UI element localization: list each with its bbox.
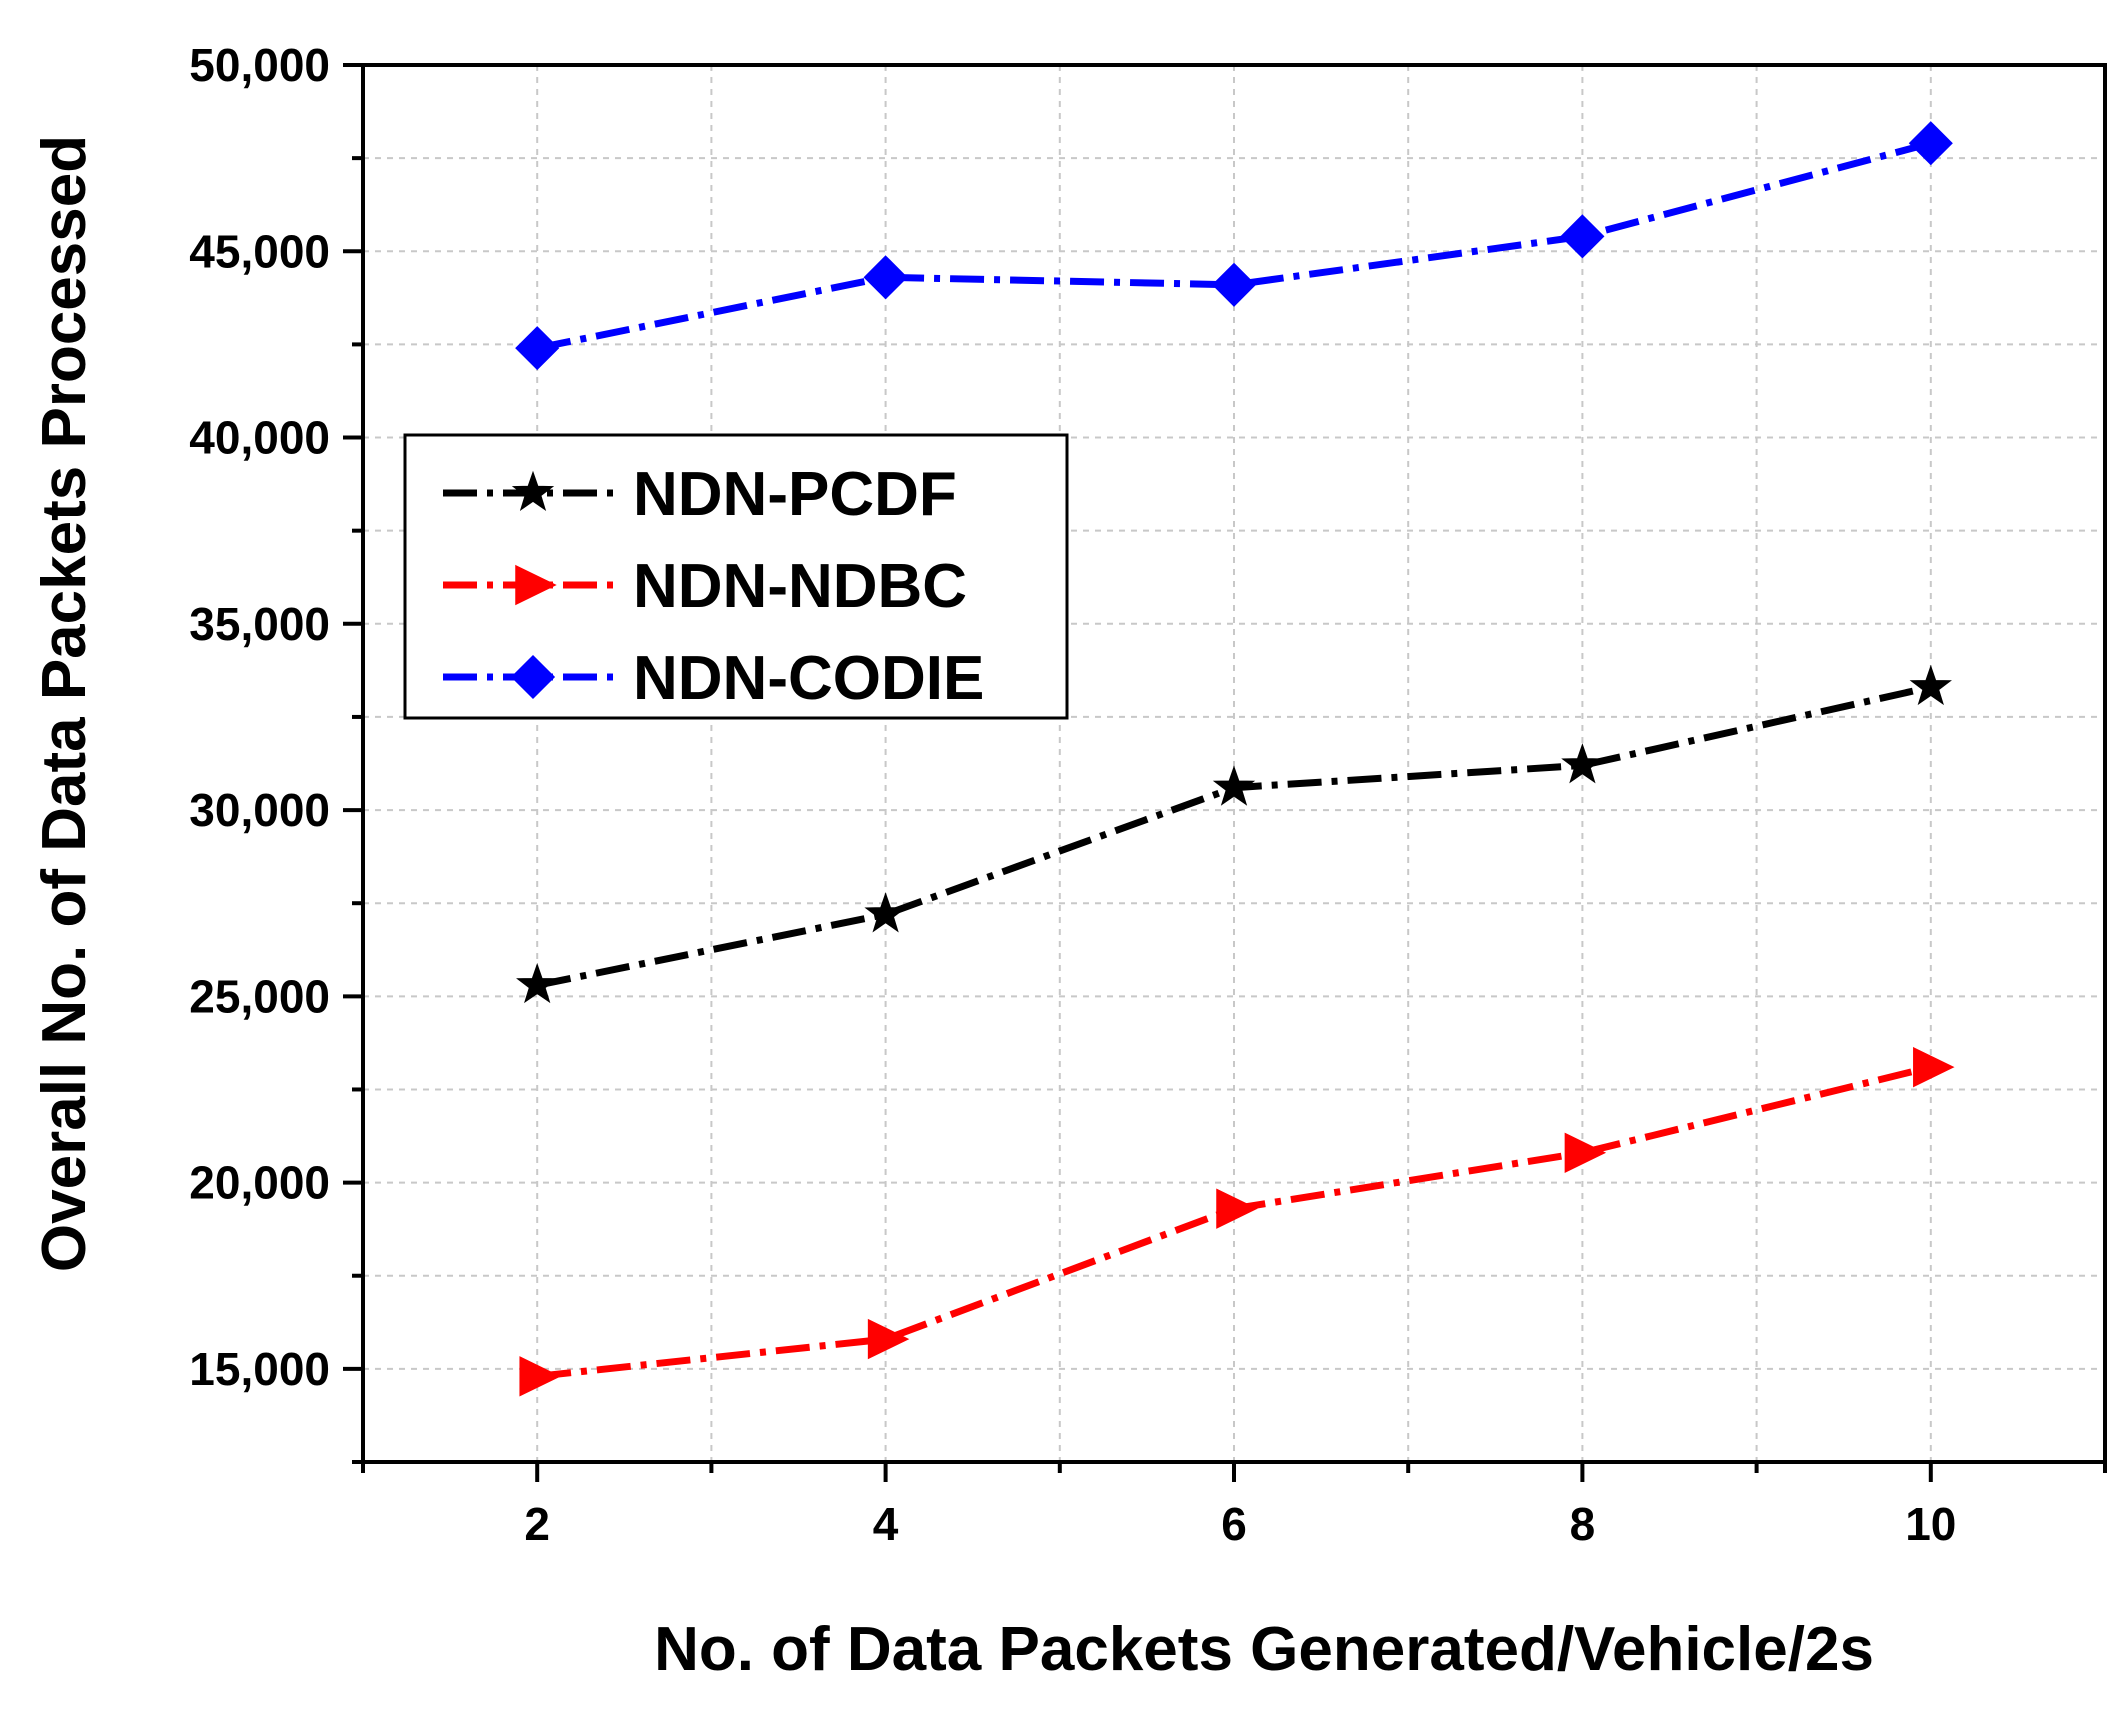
data-point: [516, 962, 559, 1004]
axis-ticks: 2 4 6 8 10 15,000 20,000 25,000 30,000 35,000 40,0…: [189, 39, 2107, 1550]
data-point: [1909, 664, 1952, 706]
series-layer: [515, 121, 1955, 1397]
legend-label: NDN-PCDF: [633, 460, 957, 529]
data-point: [1211, 262, 1257, 307]
y-tick-label: 35,000: [189, 598, 330, 650]
y-tick-label: 15,000: [189, 1343, 330, 1395]
data-point: [1560, 214, 1605, 259]
data-point: [1212, 765, 1256, 806]
y-tick-label: 40,000: [189, 412, 330, 464]
x-tick-label: 2: [524, 1498, 550, 1550]
y-tick-label: 20,000: [189, 1157, 330, 1209]
legend-marker: [510, 654, 556, 700]
data-point: [1216, 1188, 1258, 1229]
y-tick-label: 30,000: [189, 784, 330, 836]
legend-marker: [511, 470, 555, 512]
legend-item-ndn-codie: NDN-CODIE: [443, 644, 984, 713]
legend-label: NDN-NDBC: [633, 552, 967, 621]
data-point: [1908, 121, 1953, 166]
y-tick-label: 25,000: [189, 970, 330, 1022]
legend: NDN-PCDF NDN-NDBC NDN-CODIE: [403, 433, 1069, 720]
y-axis-title: Overall No. of Data Packets Processed: [30, 135, 99, 1272]
data-point: [863, 255, 908, 300]
x-tick-label: 4: [873, 1498, 899, 1550]
series-ndn-codie: [515, 121, 1953, 371]
y-tick-label: 45,000: [189, 225, 330, 277]
data-point: [1561, 743, 1604, 784]
x-tick-label: 10: [1905, 1498, 1956, 1550]
x-tick-label: 6: [1221, 1498, 1247, 1550]
legend-marker: [515, 564, 557, 606]
series-ndn-pcdf: [516, 664, 1952, 1004]
legend-item-ndn-pcdf: NDN-PCDF: [443, 460, 957, 529]
data-point: [515, 326, 560, 371]
data-point: [864, 892, 907, 933]
y-tick-label: 50,000: [189, 39, 330, 91]
series-ndn-ndbc: [519, 1046, 1955, 1397]
data-point: [867, 1318, 910, 1360]
legend-item-ndn-ndbc: NDN-NDBC: [443, 552, 967, 621]
data-point: [1564, 1132, 1607, 1173]
data-point: [1913, 1046, 1955, 1088]
x-axis-title: No. of Data Packets Generated/Vehicle/2s: [654, 1615, 1874, 1684]
x-tick-label: 8: [1570, 1498, 1596, 1550]
legend-label: NDN-CODIE: [633, 644, 984, 713]
data-point: [519, 1356, 561, 1397]
